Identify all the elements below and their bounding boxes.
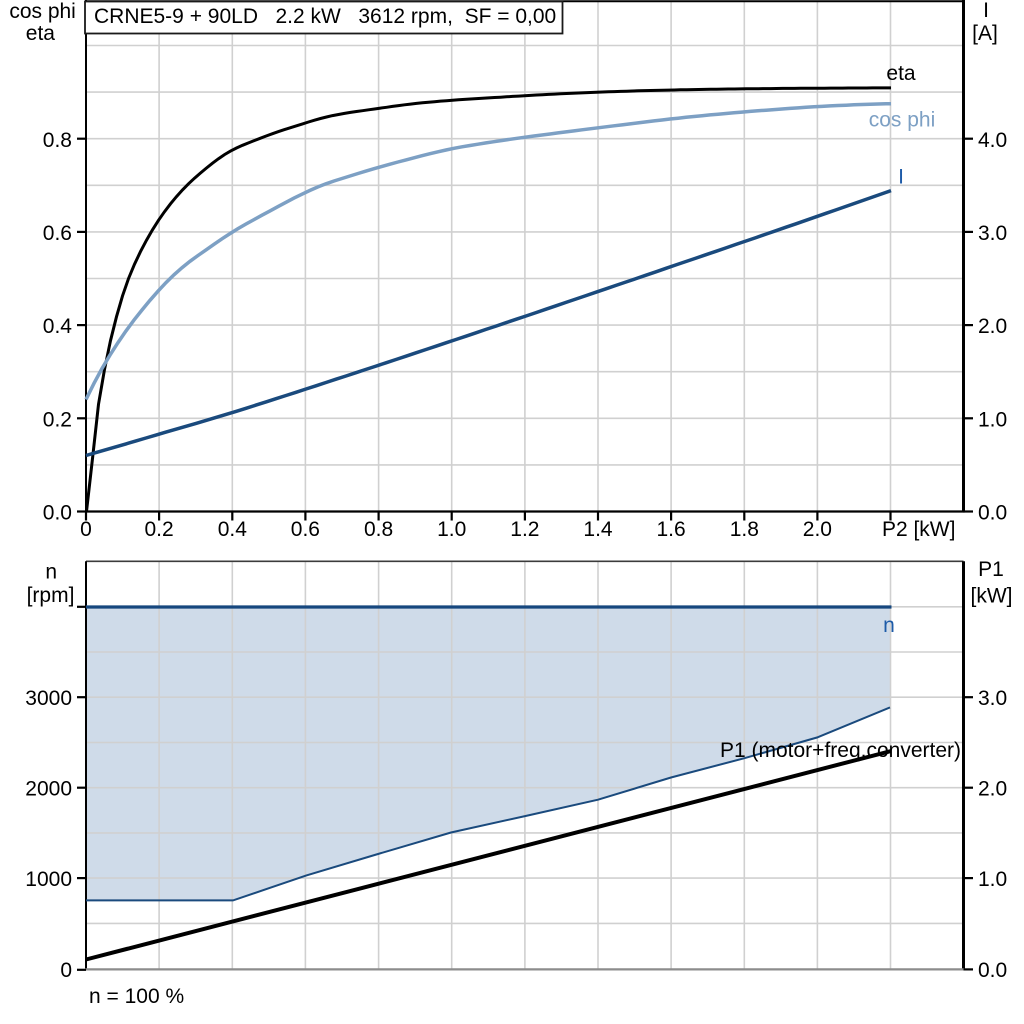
svg-text:0: 0: [60, 959, 72, 982]
svg-text:0.2: 0.2: [43, 409, 72, 432]
svg-text:1.2: 1.2: [510, 518, 539, 541]
svg-text:1.0: 1.0: [978, 868, 1007, 891]
svg-text:0.8: 0.8: [43, 129, 72, 152]
svg-text:n: n: [45, 561, 57, 584]
svg-text:P1: P1: [978, 558, 1004, 581]
svg-text:0.2: 0.2: [144, 518, 173, 541]
svg-text:0.8: 0.8: [364, 518, 393, 541]
svg-text:cos phi: cos phi: [9, 0, 76, 23]
svg-text:CRNE5-9 + 90LD 2.2 kW 3612: CRNE5-9 + 90LD 2.2 kW 3612 rpm, SF = 0,0…: [94, 5, 556, 28]
svg-text:1.0: 1.0: [978, 409, 1007, 432]
svg-text:3.0: 3.0: [978, 222, 1007, 245]
svg-text:0.6: 0.6: [291, 518, 320, 541]
svg-text:0.0: 0.0: [978, 959, 1007, 982]
svg-text:n = 100 %: n = 100 %: [89, 985, 184, 1008]
svg-text:3.0: 3.0: [978, 687, 1007, 710]
svg-text:[A]: [A]: [972, 22, 998, 45]
svg-text:3000: 3000: [25, 687, 72, 710]
svg-text:0.6: 0.6: [43, 222, 72, 245]
svg-text:[kW]: [kW]: [971, 585, 1013, 608]
svg-text:I: I: [983, 0, 989, 22]
svg-text:1.6: 1.6: [656, 518, 685, 541]
svg-text:eta: eta: [26, 22, 56, 45]
svg-text:2000: 2000: [25, 777, 72, 800]
svg-text:1.0: 1.0: [437, 518, 466, 541]
svg-text:n: n: [883, 614, 895, 637]
svg-text:[rpm]: [rpm]: [27, 584, 75, 607]
svg-text:P1 (motor+freq.converter): P1 (motor+freq.converter): [720, 739, 961, 762]
svg-text:2.0: 2.0: [803, 518, 832, 541]
svg-text:0.4: 0.4: [218, 518, 248, 541]
svg-text:0.0: 0.0: [43, 502, 72, 525]
svg-text:1.8: 1.8: [730, 518, 759, 541]
svg-text:cos phi: cos phi: [869, 109, 936, 132]
svg-text:1000: 1000: [25, 868, 72, 891]
svg-text:0.0: 0.0: [978, 502, 1007, 525]
svg-text:0: 0: [80, 518, 92, 541]
svg-text:P2 [kW]: P2 [kW]: [882, 518, 956, 541]
svg-text:I: I: [898, 166, 904, 189]
svg-text:0.4: 0.4: [43, 315, 73, 338]
svg-text:1.4: 1.4: [583, 518, 613, 541]
svg-text:2.0: 2.0: [978, 315, 1007, 338]
svg-text:2.0: 2.0: [978, 777, 1007, 800]
svg-text:eta: eta: [886, 62, 916, 85]
svg-text:4.0: 4.0: [978, 129, 1007, 152]
